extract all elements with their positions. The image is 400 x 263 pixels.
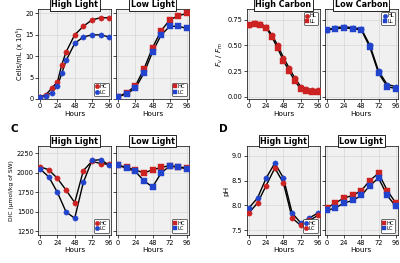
Text: C: C — [10, 124, 18, 134]
Y-axis label: $F_v$ / $F_m$: $F_v$ / $F_m$ — [215, 42, 225, 67]
X-axis label: Hours: Hours — [142, 110, 163, 117]
Title: High Light: High Light — [51, 136, 98, 145]
Title: Low Light: Low Light — [131, 136, 174, 145]
X-axis label: Hours: Hours — [273, 247, 294, 253]
Legend: HC, LC: HC, LC — [94, 83, 109, 96]
Legend: HL, LL: HL, LL — [382, 12, 395, 26]
Legend: HC, LC: HC, LC — [172, 219, 187, 233]
Legend: HC, LC: HC, LC — [381, 219, 395, 233]
Legend: HL, LL: HL, LL — [304, 12, 318, 26]
Title: Low Light: Low Light — [339, 136, 383, 145]
Title: High Light: High Light — [260, 136, 307, 145]
Text: D: D — [219, 124, 228, 134]
X-axis label: Hours: Hours — [142, 247, 163, 253]
Legend: HC, LC: HC, LC — [303, 219, 318, 233]
Legend: HC, LC: HC, LC — [172, 83, 187, 96]
X-axis label: Hours: Hours — [351, 247, 372, 253]
Title: Low Light: Low Light — [131, 0, 174, 9]
Title: Low Carbon: Low Carbon — [335, 0, 388, 9]
Y-axis label: DIC (μmol/kg of SW): DIC (μmol/kg of SW) — [9, 160, 14, 221]
Legend: HC, LC: HC, LC — [94, 219, 109, 233]
Y-axis label: pH: pH — [223, 185, 229, 196]
X-axis label: Hours: Hours — [64, 247, 85, 253]
X-axis label: Hours: Hours — [273, 110, 294, 117]
Title: High Carbon: High Carbon — [255, 0, 312, 9]
X-axis label: Hours: Hours — [64, 110, 85, 117]
Title: High Light: High Light — [51, 0, 98, 9]
Y-axis label: Cells/mL (x 10⁵): Cells/mL (x 10⁵) — [15, 28, 22, 80]
X-axis label: Hours: Hours — [351, 110, 372, 117]
